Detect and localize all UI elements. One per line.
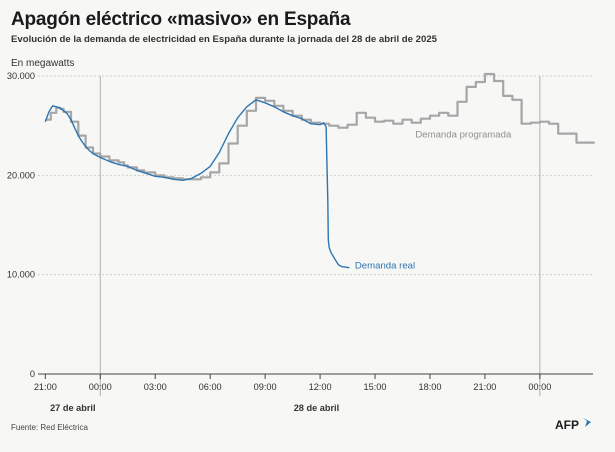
afp-logo-text: AFP — [555, 418, 579, 432]
y-tick-label: 20.000 — [7, 170, 35, 180]
y-axis-unit-label: En megawatts — [11, 58, 75, 69]
series-line-demanda-programada — [45, 72, 595, 181]
gridlines — [38, 75, 593, 276]
afp-logo-arrow — [583, 418, 591, 427]
x-tick-label: 15:00 — [364, 382, 387, 392]
source-note: Fuente: Red Eléctrica — [11, 423, 88, 432]
date-label: 28 de abril — [294, 403, 339, 413]
label-demanda-real: Demanda real — [355, 261, 415, 272]
label-demanda-programada: Demanda programada — [415, 130, 512, 141]
chart-title: Apagón eléctrico «masivo» en España — [11, 9, 351, 30]
x-tick-label: 21:00 — [34, 382, 57, 392]
series-lines — [44, 72, 595, 269]
y-tick-label: 30.000 — [7, 71, 35, 81]
afp-logo-mark: AFP — [555, 418, 591, 432]
x-tick-label: 21:00 — [473, 382, 496, 392]
x-tick-label: 00:00 — [528, 382, 551, 392]
x-tick-label: 09:00 — [254, 382, 277, 392]
x-tick-label: 00:00 — [89, 382, 112, 392]
x-axis — [38, 373, 593, 379]
x-tick-label: 03:00 — [144, 382, 167, 392]
tick-labels: 0 10.000 20.000 30.000 21:00 00:00 03:00 06:00 0… — [7, 71, 551, 413]
x-tick-label: 12:00 — [309, 382, 332, 392]
afp-logo: AFP — [555, 417, 595, 436]
day-separators — [99, 76, 541, 396]
x-tick-label: 06:00 — [199, 382, 222, 392]
date-label: 27 de abril — [50, 403, 95, 413]
y-tick-label: 0 — [30, 369, 35, 379]
chart-subtitle: Evolución de la demanda de electricidad … — [11, 34, 438, 45]
series-line-demanda-real — [44, 99, 350, 269]
x-tick-label: 18:00 — [418, 382, 441, 392]
y-tick-label: 10.000 — [7, 270, 35, 280]
